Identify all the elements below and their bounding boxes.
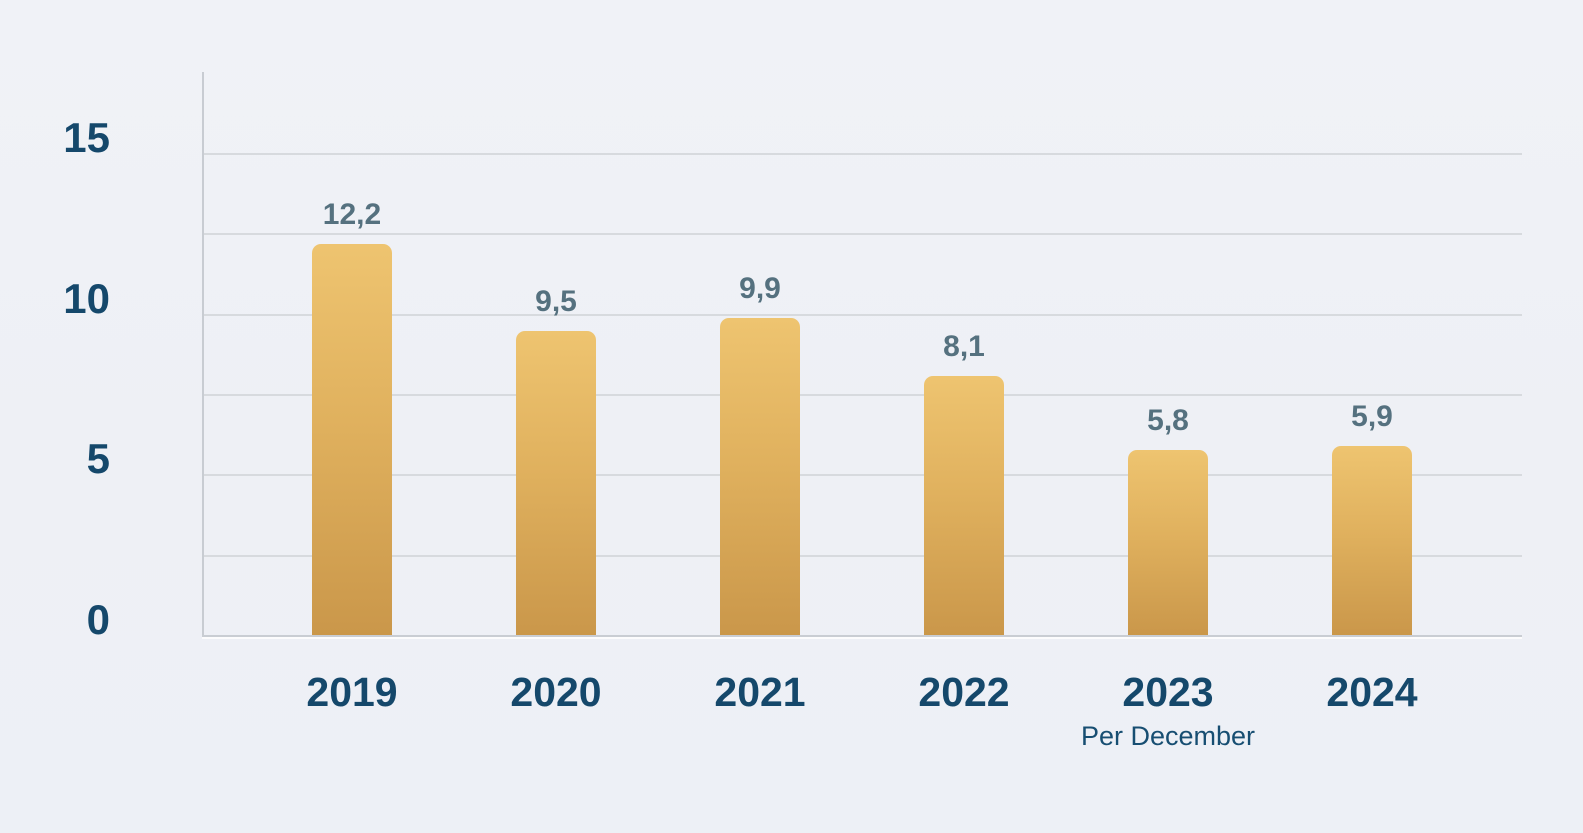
value-label-2022: 8,1 bbox=[943, 330, 985, 363]
gridline-2.5 bbox=[202, 554, 1522, 557]
x-axis-label-2023: 2023 bbox=[1122, 669, 1214, 715]
bar-2021 bbox=[720, 318, 800, 636]
value-label-2019: 12,2 bbox=[322, 198, 382, 231]
value-label-2020: 9,5 bbox=[535, 285, 577, 318]
bar-2024 bbox=[1332, 446, 1412, 636]
gridline-15 bbox=[202, 153, 1522, 155]
x-axis-label-2021: 2021 bbox=[714, 669, 806, 715]
y-axis-label-10: 10 bbox=[63, 274, 110, 322]
x-axis-line bbox=[202, 635, 1522, 637]
bar-2022 bbox=[924, 376, 1004, 636]
x-axis-label-2019: 2019 bbox=[306, 669, 398, 715]
gridline-12.5 bbox=[202, 233, 1522, 236]
gridline-10 bbox=[202, 313, 1522, 316]
y-axis-line bbox=[202, 72, 204, 636]
bar-2023 bbox=[1128, 450, 1208, 636]
value-label-2021: 9,9 bbox=[739, 272, 781, 305]
y-axis-label-15: 15 bbox=[63, 114, 110, 161]
gridline-5 bbox=[202, 474, 1522, 477]
x-axis-label-2022: 2022 bbox=[918, 669, 1010, 715]
y-axis-label-5: 5 bbox=[86, 435, 110, 483]
value-label-2024: 5,9 bbox=[1351, 400, 1393, 433]
value-label-2023: 5,8 bbox=[1147, 404, 1189, 437]
x-axis-label-2020: 2020 bbox=[510, 669, 602, 715]
y-axis-label-0: 0 bbox=[86, 596, 110, 643]
bar-2019 bbox=[312, 244, 392, 636]
bar-2020 bbox=[516, 331, 596, 636]
x-axis-label-2024: 2024 bbox=[1326, 669, 1418, 715]
gridline-7.5 bbox=[202, 394, 1522, 396]
x-axis-sublabel-2023: Per December bbox=[1080, 721, 1256, 751]
